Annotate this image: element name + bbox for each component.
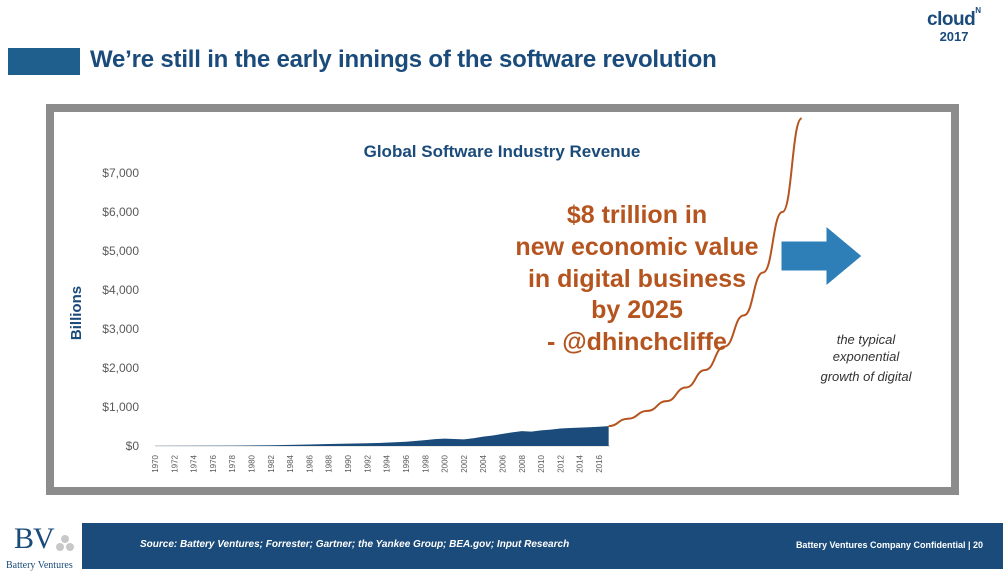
series-exponential-curve (608, 117, 803, 428)
x-axis-ticks: 1970 1972 1974 1976 1978 1980 1982 1984 1986 1988… (151, 454, 604, 472)
title-accent-bar (8, 48, 80, 75)
x-tick-label: 1996 (402, 454, 411, 472)
footer-band (82, 523, 1003, 569)
x-tick-label: 1988 (325, 454, 334, 472)
x-tick-label: 2006 (498, 454, 507, 472)
headline-annotation: $8 trillion in new economic value in digit… (515, 201, 758, 356)
headline-line: - @dhinchcliffe (547, 328, 727, 356)
x-tick-label: 1974 (190, 454, 199, 472)
footer-source: Source: Battery Ventures; Forrester; Gar… (140, 539, 570, 550)
logo-word: cloud (927, 9, 976, 30)
y-tick-label: $0 (126, 439, 140, 453)
x-tick-label: 1976 (209, 454, 218, 472)
headline-line: new economic value (515, 233, 758, 261)
x-tick-label: 1992 (363, 454, 372, 472)
arrow-layer (780, 224, 863, 288)
curve-note-annotation: the typical exponential growth of digital (820, 332, 912, 384)
x-tick-label: 1970 (151, 454, 160, 472)
x-tick-label: 1994 (383, 454, 392, 472)
y-axis-ticks: $0 $1,000 $2,000 $3,000 $4,000 $5,000 $6,000 $7… (102, 166, 139, 453)
logo-year: 2017 (939, 29, 969, 44)
logo-superscript: N (975, 6, 981, 15)
x-tick-label: 1972 (170, 454, 179, 472)
chart-frame (46, 104, 959, 495)
y-tick-label: $2,000 (102, 361, 139, 375)
chart-title: Global Software Industry Revenue (364, 142, 641, 161)
x-tick-label: 2016 (595, 454, 604, 472)
y-tick-label: $5,000 (102, 244, 139, 258)
y-tick-label: $1,000 (102, 400, 139, 414)
series-area (155, 426, 609, 446)
series-layer (155, 117, 803, 447)
x-tick-label: 1984 (286, 454, 295, 472)
x-tick-label: 2012 (556, 454, 565, 472)
x-tick-label: 1982 (267, 454, 276, 472)
x-tick-label: 2002 (460, 454, 469, 472)
x-tick-label: 1978 (228, 454, 237, 472)
x-tick-label: 2004 (479, 454, 488, 472)
x-tick-label: 1986 (305, 454, 314, 472)
headline-line: by 2025 (591, 296, 683, 324)
x-tick-label: 1990 (344, 454, 353, 472)
x-tick-label: 2010 (537, 454, 546, 472)
x-tick-label: 1998 (421, 454, 430, 472)
headline-line: in digital business (528, 265, 746, 293)
x-tick-label: 2014 (576, 454, 585, 472)
cloud-2017-logo: cloudN 2017 (927, 7, 981, 44)
x-tick-label: 2008 (518, 454, 527, 472)
x-tick-label: 1980 (248, 454, 257, 472)
y-tick-label: $4,000 (102, 283, 139, 297)
curve-note-line: exponential (833, 349, 901, 364)
arrow-right-icon (780, 224, 863, 288)
x-tick-label: 2000 (441, 454, 450, 472)
slide-title: We’re still in the early innings of the … (90, 46, 717, 73)
y-tick-label: $3,000 (102, 322, 139, 336)
headline-line: $8 trillion in (567, 201, 707, 229)
y-tick-label: $7,000 (102, 166, 139, 180)
curve-note-line: growth of digital (820, 369, 912, 384)
battery-ventures-logo: BV Battery Ventures (6, 522, 78, 574)
y-tick-label: $6,000 (102, 205, 139, 219)
bv-name: Battery Ventures (6, 560, 73, 571)
bv-letters: BV (14, 522, 55, 555)
bv-dots-icon (56, 535, 74, 551)
y-axis-label: Billions (68, 286, 85, 340)
footer-confidential: Battery Ventures Company Confidential | … (795, 540, 983, 550)
curve-note-line: the typical (837, 332, 897, 347)
